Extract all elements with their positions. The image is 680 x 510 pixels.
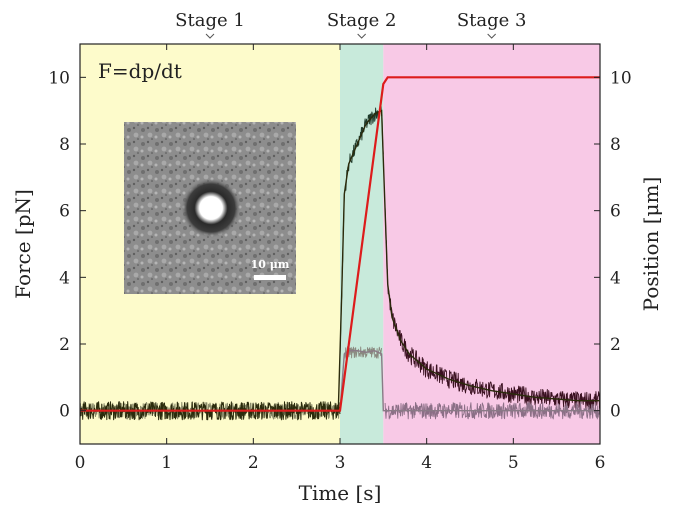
y-tick-label-left: 8 [59,135,70,155]
formula-annotation: F=dp/dt [98,59,182,83]
x-tick-label: 6 [595,453,606,473]
y-tick-label-right: 6 [610,202,621,222]
x-tick-label: 0 [75,453,86,473]
stage-marker-2 [357,33,367,39]
x-tick-label: 5 [508,453,519,473]
stage-labels: Stage 1 Stage 2 Stage 3 [175,10,527,39]
y-tick-label-right: 2 [610,335,621,355]
y-axis-label-left: Force [pN] [11,189,35,299]
y-tick-label-right: 10 [610,68,632,88]
stage-label-1: Stage 1 [175,10,245,31]
y-tick-label-right: 0 [610,402,621,422]
y-tick-label-right: 4 [610,268,621,288]
y-tick-label-right: 8 [610,135,621,155]
x-tick-label: 2 [248,453,259,473]
y-axis-label-right: Position [μm] [639,177,663,312]
y-tick-label-left: 0 [59,402,70,422]
stage-label-2: Stage 2 [327,10,397,31]
x-tick-label: 4 [421,453,432,473]
y-tick-label-left: 6 [59,202,70,222]
scale-bar [254,275,286,280]
scale-bar-label: 10 μm [251,258,290,271]
y-tick-label-left: 10 [48,68,70,88]
axes: 0 1 2 3 4 5 6 0 2 4 6 8 10 0 2 4 6 8 10 [48,44,632,473]
series-lines [80,76,600,412]
stage-band-3 [383,44,600,444]
stage-marker-1 [205,33,215,39]
stage-label-3: Stage 3 [457,10,527,31]
noise-trace-lateral-stage3 [384,401,601,420]
stage-marker-3 [487,33,497,39]
y-tick-label-left: 2 [59,335,70,355]
y-tick-label-left: 4 [59,268,70,288]
inset-micrograph: 10 μm [124,122,296,294]
series-line-3 [80,76,600,412]
x-tick-label: 3 [335,453,346,473]
x-axis-label: Time [s] [299,481,382,505]
x-tick-label: 1 [161,453,172,473]
